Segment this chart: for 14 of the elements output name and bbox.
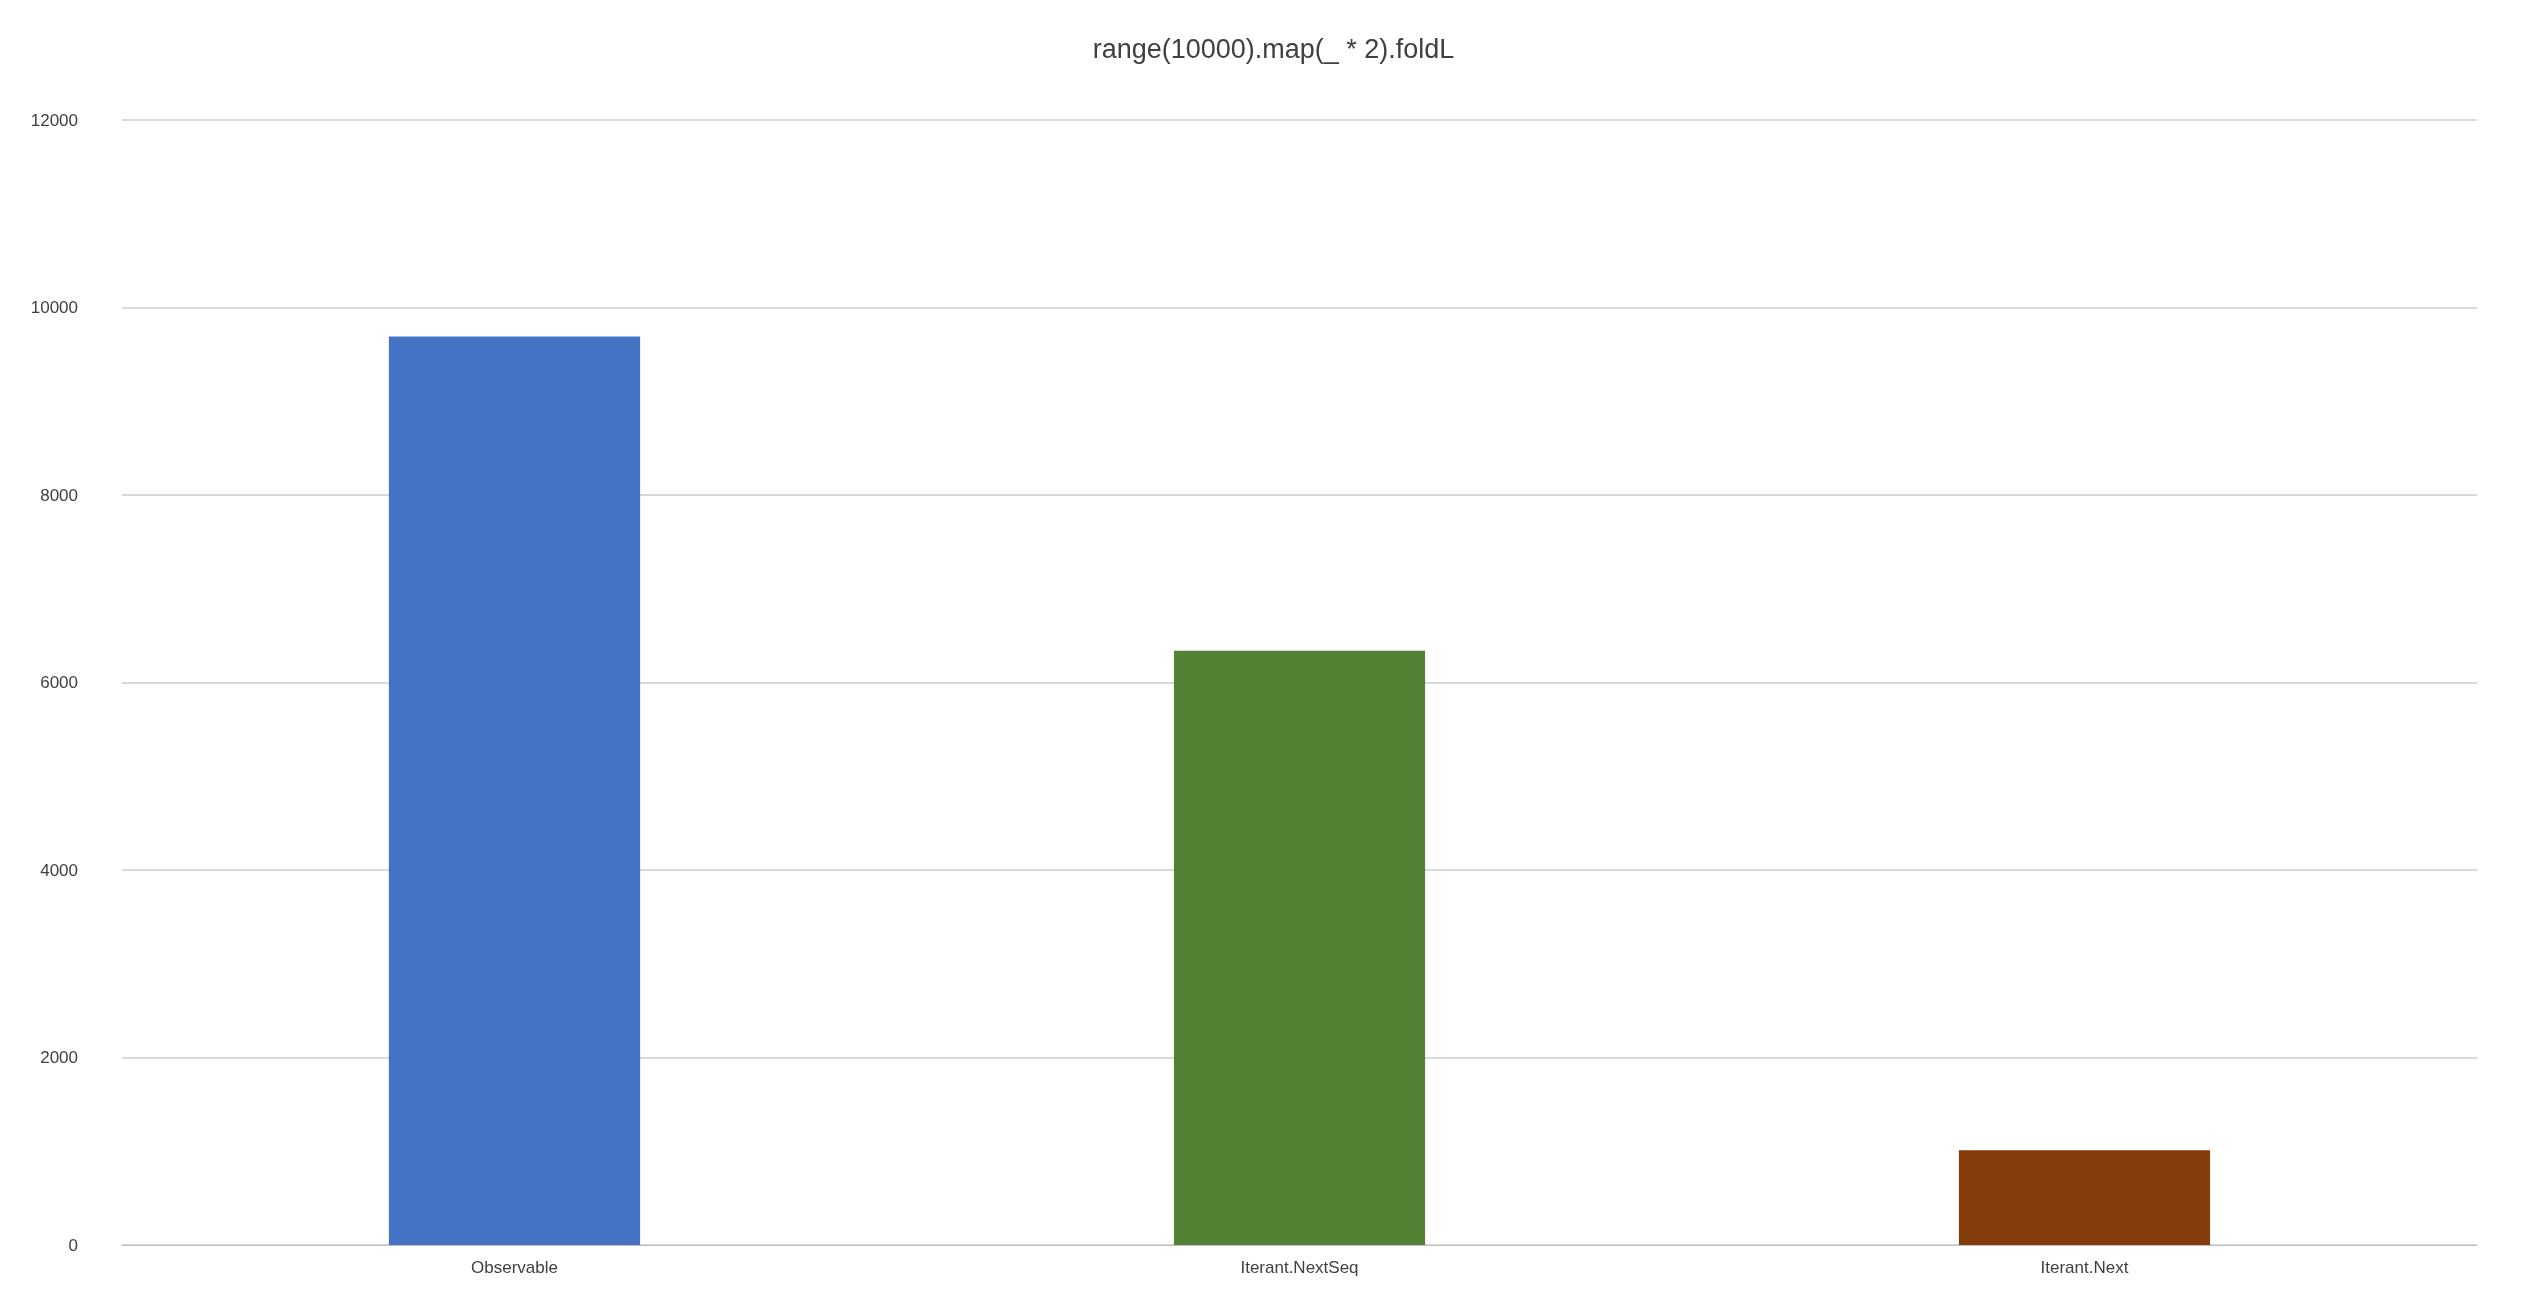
x-tick-label: Iterant.Next <box>2040 1258 2129 1277</box>
y-tick-label: 4000 <box>40 860 78 880</box>
x-tick-label: Iterant.NextSeq <box>1240 1258 1359 1277</box>
y-tick-label: 0 <box>68 1235 78 1255</box>
chart-title: range(10000).map(_ * 2).foldL <box>1092 33 1455 64</box>
y-tick-label: 10000 <box>30 298 78 317</box>
bar <box>388 336 641 1245</box>
y-tick-label: 6000 <box>40 673 78 692</box>
bar <box>1958 1150 2211 1245</box>
x-tick-label: Observable <box>471 1258 558 1277</box>
bar <box>1173 650 1426 1245</box>
y-tick-label: 2000 <box>40 1048 78 1067</box>
y-tick-label: 12000 <box>30 110 78 130</box>
y-tick-label: 8000 <box>40 485 78 505</box>
